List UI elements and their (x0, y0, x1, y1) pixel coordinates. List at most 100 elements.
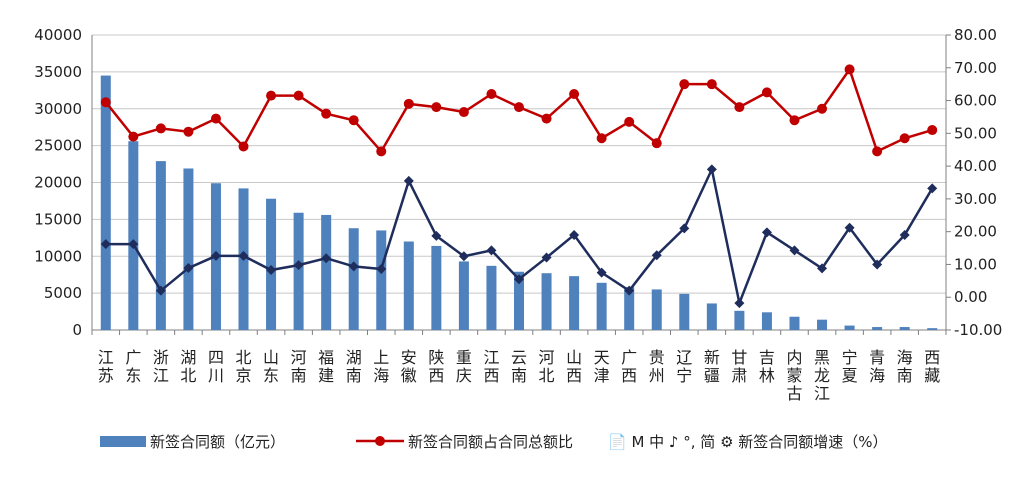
growth-point (293, 260, 304, 271)
bar (321, 214, 332, 330)
share-point (458, 107, 469, 118)
category-label: 北京 (236, 348, 252, 385)
category-label: 湖北 (180, 348, 196, 385)
right-tick-label: 40.00 (954, 157, 997, 175)
bar (872, 327, 883, 330)
bar (789, 316, 800, 330)
share-point (183, 126, 194, 137)
category-label: 海南 (897, 348, 913, 385)
growth-point (624, 285, 635, 296)
growth-point (155, 285, 166, 296)
category-label: 江西 (483, 348, 499, 385)
right-tick-label: 0.00 (954, 288, 987, 306)
right-axis: -10.00 0.00 10.00 20.00 30.00 40.00 50.00 60.00… (946, 26, 1002, 339)
share-point (514, 102, 524, 113)
left-tick-label: 5000 (44, 284, 82, 302)
growth-point (844, 222, 855, 233)
category-label: 福建 (318, 348, 334, 385)
bar (541, 273, 552, 330)
bar (458, 261, 469, 330)
share-point (569, 89, 580, 99)
growth-point (706, 164, 717, 175)
category-label: 山东 (263, 348, 279, 385)
growth-point (376, 264, 387, 275)
category-label: 陕西 (428, 348, 444, 385)
growth-point (569, 229, 580, 240)
growth-point (817, 263, 828, 274)
share-point (761, 87, 772, 98)
growth-point (348, 261, 359, 272)
growth-point (596, 267, 607, 278)
share-point (155, 123, 166, 134)
bar (624, 287, 635, 330)
growth-point (403, 175, 414, 186)
bar (514, 271, 524, 330)
growth-point (183, 263, 194, 274)
share-point (844, 64, 855, 75)
left-tick-label: 15000 (34, 210, 82, 228)
growth-point (927, 183, 938, 194)
bar (128, 141, 139, 330)
share-point (899, 133, 910, 144)
growth-point (899, 229, 910, 240)
share-point (210, 113, 221, 124)
growth-point (651, 250, 662, 261)
share-point (651, 138, 662, 149)
share-point (321, 108, 332, 119)
growth-point (210, 250, 221, 261)
share-point (348, 115, 359, 126)
growth-point (128, 239, 139, 250)
bar (734, 310, 745, 330)
right-tick-label: 20.00 (954, 223, 997, 241)
growth-point (458, 251, 469, 262)
category-label: 青海 (869, 348, 885, 385)
bar (596, 282, 607, 330)
category-label: 浙江 (153, 348, 169, 385)
growth-point (238, 250, 249, 261)
left-tick-label: 0 (72, 321, 82, 339)
legend-share-label: 新签合同额占合同总额比 (408, 433, 573, 451)
legend-bar-swatch (100, 436, 146, 447)
bar (431, 245, 442, 330)
left-tick-label: 10000 (34, 247, 82, 265)
share-point (266, 90, 277, 101)
legend-share-marker (375, 436, 385, 446)
bar (844, 325, 855, 330)
share-point (541, 113, 552, 124)
share-point (624, 116, 635, 127)
left-tick-label: 25000 (34, 137, 82, 155)
share-point (734, 102, 745, 113)
category-label: 西藏 (924, 348, 940, 385)
bar (486, 265, 497, 330)
bar (569, 276, 580, 330)
legend: 新签合同额（亿元） 新签合同额占合同总额比 📄 M 中 ♪ °, 简 ⚙ 新签合… (100, 433, 888, 451)
growth-point (789, 245, 800, 256)
share-point (817, 103, 828, 114)
growth-point (431, 230, 442, 241)
growth-point (486, 245, 497, 256)
share-point (431, 102, 442, 113)
bar (679, 293, 690, 330)
category-label: 江苏 (98, 348, 114, 385)
left-tick-label: 20000 (34, 174, 82, 192)
share-point (376, 146, 387, 157)
right-tick-label: 30.00 (954, 190, 997, 208)
bar (651, 289, 662, 330)
bar (293, 212, 304, 330)
bar (899, 327, 910, 330)
bar (817, 319, 828, 330)
bar (761, 312, 772, 330)
right-tick-label: 10.00 (954, 255, 997, 273)
legend-overlay-text: 📄 M 中 ♪ °, 简 ⚙ 新签合同额增速（%） (608, 433, 888, 451)
category-label: 四川 (208, 348, 224, 385)
share-point (596, 133, 607, 144)
growth-point (872, 259, 883, 270)
share-point (789, 115, 800, 126)
growth-point (266, 265, 277, 276)
growth-point (514, 274, 524, 285)
left-tick-label: 35000 (34, 63, 82, 81)
category-label: 湖南 (346, 348, 362, 385)
growth-point (100, 239, 111, 250)
category-label: 内蒙古 (786, 348, 802, 403)
share-point (403, 98, 414, 109)
